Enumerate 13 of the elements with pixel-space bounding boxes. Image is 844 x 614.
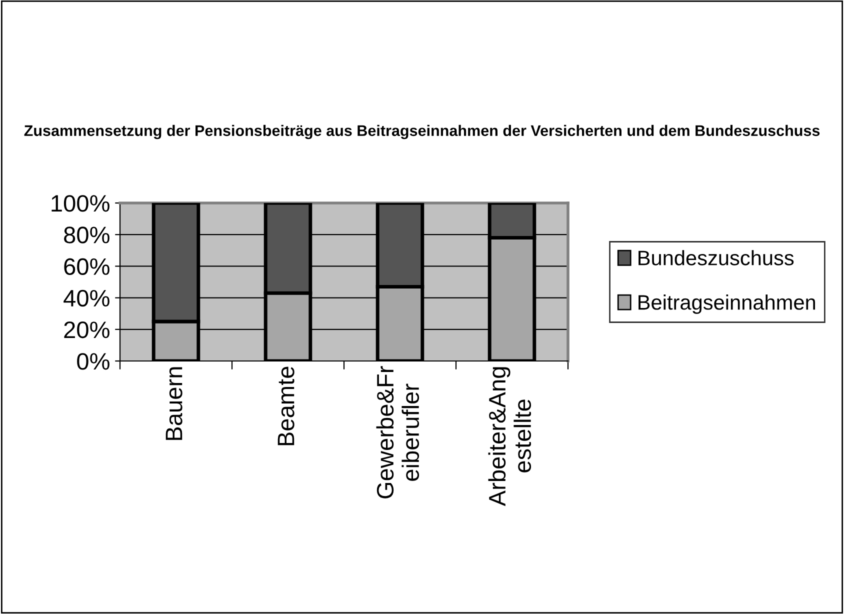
- x-tick-label: Arbeiter&Ang estellte: [488, 367, 532, 506]
- y-tick-label: 60%: [64, 258, 110, 275]
- y-tick-label: 100%: [52, 195, 110, 212]
- y-tick-label: 40%: [64, 290, 110, 307]
- chart-title: Zusammensetzung der Pensionsbeiträge aus Beitragseinnahmen der Versicherten und dem Bundeszuschuss: [24, 124, 820, 140]
- y-tick-label: 80%: [64, 226, 110, 244]
- legend-label: Beitragseinnahmen: [638, 294, 816, 314]
- x-tick-label: Bauern: [166, 367, 182, 440]
- legend-label: Bundeszuschuss: [638, 250, 794, 266]
- y-tick-label: 0%: [77, 353, 110, 370]
- x-tick-label: Gewerbe&Fr eiberufler: [376, 366, 420, 498]
- x-tick-label: Beamte: [278, 366, 294, 446]
- y-tick-label: 20%: [64, 321, 110, 338]
